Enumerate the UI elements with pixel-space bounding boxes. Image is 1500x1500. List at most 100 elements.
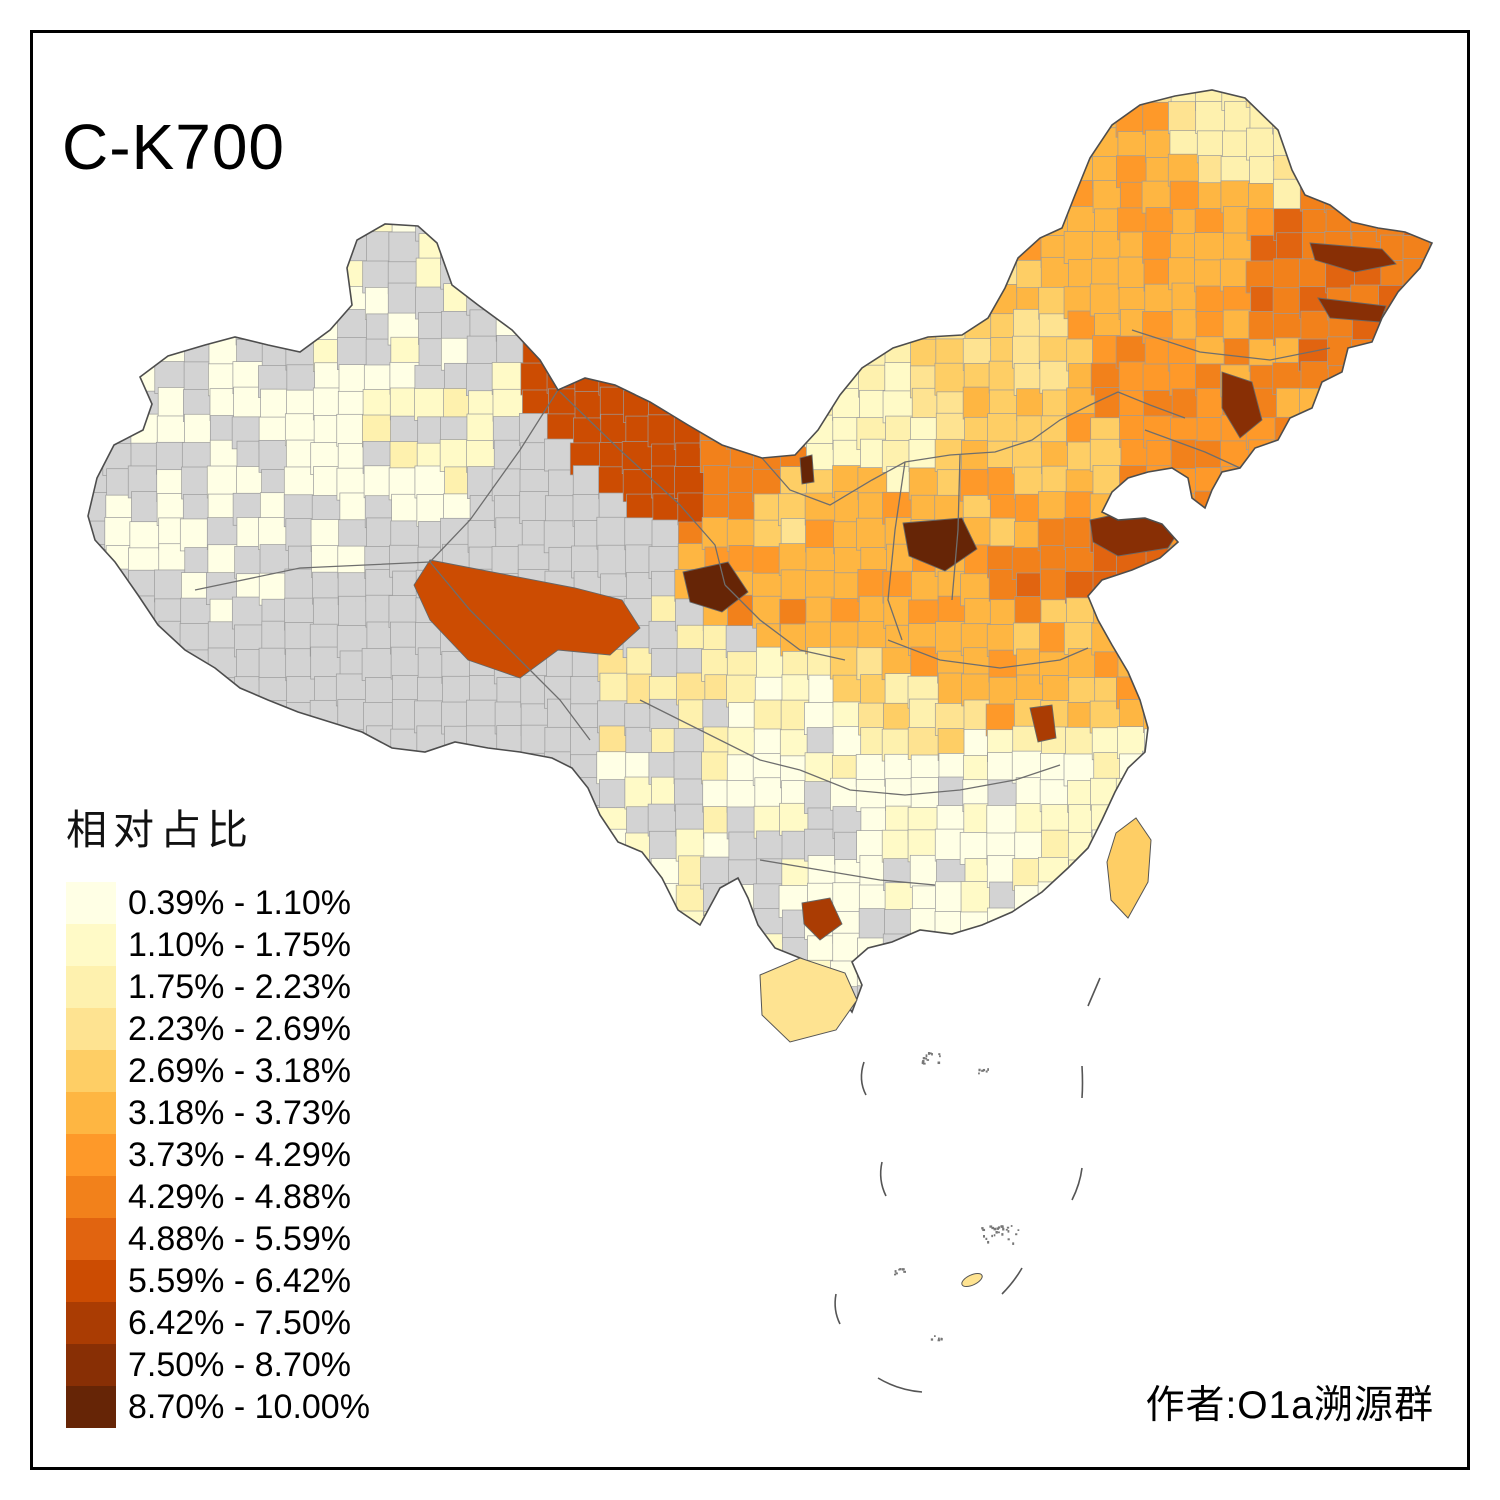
prefecture-cell	[313, 154, 347, 188]
prefecture-cell	[1222, 620, 1256, 654]
prefecture-cell	[808, 180, 842, 214]
prefecture-cell	[1405, 777, 1432, 810]
prefecture-cell	[491, 985, 525, 1012]
prefecture-cell	[1403, 754, 1432, 788]
prefecture-cell	[1115, 778, 1149, 811]
prefecture-cell	[1301, 102, 1334, 136]
prefecture-cell	[1144, 573, 1178, 607]
prefecture-cell	[652, 179, 685, 212]
prefecture-cell	[1221, 544, 1255, 578]
prefecture-cell	[1325, 985, 1359, 1012]
prefecture-cell	[597, 857, 631, 891]
province-border-line	[1144, 429, 1241, 469]
prefecture-cell	[859, 1041, 891, 1073]
prefecture-cell	[882, 102, 916, 136]
prefecture-cell	[1248, 517, 1282, 551]
prefecture-cell	[1349, 391, 1383, 425]
prefecture-cell	[597, 1013, 629, 1045]
prefecture-cell	[1406, 153, 1432, 187]
legend-label: 1.75% - 2.23%	[128, 967, 352, 1006]
prefecture-cell	[1142, 805, 1175, 839]
prefecture-cell	[1376, 465, 1410, 498]
prefecture-cell	[1376, 363, 1410, 396]
province-border-line	[1131, 329, 1331, 361]
islet-taiping	[961, 1273, 983, 1287]
prefecture-cell	[1273, 701, 1306, 735]
legend-rows: 0.39% - 1.10% 1.10% - 1.75% 1.75% - 2.23% 2…	[66, 882, 370, 1428]
prefecture-cell	[1067, 881, 1101, 915]
prefecture-cell	[856, 985, 890, 1012]
prefecture-cell	[415, 1039, 447, 1071]
prefecture-cell	[88, 257, 111, 290]
prefecture-cell	[1378, 988, 1412, 1012]
prefecture-cell	[548, 1040, 580, 1072]
prefecture-cell	[856, 130, 890, 163]
prefecture-cell	[468, 934, 501, 968]
prefecture-cell	[1458, 1012, 1490, 1044]
prefecture-cell	[104, 339, 138, 372]
prefecture-cell	[858, 102, 892, 135]
feature-jilin-dark	[1221, 371, 1263, 439]
prefecture-cell	[520, 1038, 552, 1070]
prefecture-cell	[104, 364, 137, 397]
prefecture-cell	[986, 959, 1019, 993]
prefecture-cell	[728, 207, 762, 241]
prefecture-cell	[1327, 365, 1361, 399]
prefecture-cell	[259, 754, 292, 788]
province-border-line	[761, 391, 1119, 506]
prefecture-cell	[389, 935, 422, 968]
prefecture-cell	[1146, 465, 1179, 499]
prefecture-cell	[677, 90, 710, 111]
province-border-line	[1117, 391, 1186, 419]
prefecture-cell	[1458, 415, 1490, 447]
prefecture-cell	[1432, 727, 1464, 759]
prefecture-cell	[55, 234, 87, 266]
prefecture-cell	[130, 287, 164, 320]
prefecture-cell	[961, 209, 995, 243]
prefecture-cell	[1403, 102, 1432, 136]
prefecture-cell	[937, 1040, 969, 1072]
prefecture-cell	[103, 676, 137, 710]
legend-row: 4.88% - 5.59%	[66, 1218, 370, 1260]
prefecture-cell	[1380, 829, 1414, 862]
prefecture-cell	[1246, 933, 1280, 966]
prefecture-cell	[1220, 517, 1254, 551]
prefecture-cell	[779, 283, 813, 317]
islet-dot	[922, 1057, 926, 1060]
prefecture-cell	[833, 90, 867, 111]
prefecture-cell	[258, 206, 292, 240]
prefecture-cell	[1458, 857, 1490, 889]
prefecture-cell	[1300, 829, 1333, 862]
prefecture-cell	[181, 231, 214, 264]
prefecture-cell	[807, 285, 840, 319]
prefecture-cell	[337, 754, 371, 788]
prefecture-cell	[1378, 90, 1412, 112]
prefecture-cell	[1197, 621, 1230, 655]
prefecture-cell	[207, 700, 241, 734]
prefecture-cell	[1012, 959, 1046, 992]
prefecture-cell	[1402, 859, 1432, 892]
prefecture-cell	[1375, 673, 1409, 706]
prefecture-cell	[1275, 885, 1309, 918]
islet-dot	[894, 1273, 897, 1276]
prefecture-cell	[1172, 649, 1206, 683]
prefecture-cell	[391, 155, 425, 189]
prefecture-cell	[1326, 391, 1359, 424]
prefecture-cell	[1221, 649, 1255, 682]
prefecture-cell	[1115, 596, 1149, 630]
prefecture-cell	[987, 985, 1021, 1012]
prefecture-cell	[101, 599, 135, 632]
prefecture-cell	[1455, 621, 1487, 653]
prefecture-cell	[1457, 598, 1489, 630]
prefecture-cell	[727, 989, 761, 1012]
prefecture-cell	[623, 984, 657, 1012]
prefecture-cell	[338, 595, 371, 629]
prefecture-cell	[1012, 90, 1045, 111]
islet-dot	[1007, 1238, 1010, 1241]
prefecture-cell	[1378, 311, 1412, 344]
legend-label: 3.18% - 3.73%	[128, 1093, 352, 1132]
prefecture-cell	[858, 205, 892, 239]
prefecture-cell	[935, 90, 968, 112]
prefecture-cell	[727, 180, 761, 214]
prefecture-cell	[1326, 753, 1359, 787]
